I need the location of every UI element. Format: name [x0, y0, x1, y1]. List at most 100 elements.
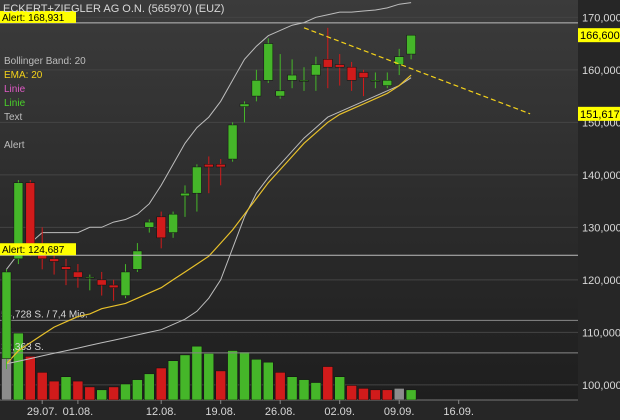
alert-label: Alert: 124,687 [2, 245, 65, 256]
volume-bar [60, 376, 72, 400]
alert-label-bg [0, 243, 76, 256]
volume-bar [25, 356, 36, 400]
volume-bar [334, 376, 345, 400]
price-label: 151,617 [580, 109, 620, 121]
legend-item: Text [4, 112, 23, 123]
candle [358, 69, 369, 97]
volume-bar [96, 389, 107, 400]
candle [168, 211, 178, 238]
volume-bar [405, 389, 417, 400]
candle [239, 101, 250, 123]
candle [96, 271, 107, 296]
candle [132, 243, 143, 272]
x-tick-label: 09.09. [384, 406, 415, 418]
candle-body [168, 213, 178, 233]
candle [334, 54, 345, 86]
price-label: 166,600 [580, 30, 620, 42]
candle [299, 67, 309, 91]
candle-body [311, 64, 321, 76]
candle-body [334, 64, 345, 68]
volume-bar [239, 351, 250, 400]
candle [346, 61, 357, 91]
y-tick-label: 130,000 [582, 222, 620, 234]
x-axis: 29.07. 01.08. 12.08. 19.08. 26.08. 02.09. 09.0… [27, 400, 474, 418]
x-tick-label: 02.09. [324, 406, 355, 418]
candle-body [204, 164, 214, 168]
volume-bar [144, 373, 155, 400]
price-labels: 166,600 151,617 [578, 28, 620, 121]
x-tick-label: 19.08. [205, 406, 236, 418]
volume-bar [203, 353, 215, 400]
candle-body [96, 279, 107, 286]
candle [406, 34, 416, 60]
plot-area [0, 0, 578, 400]
candle [394, 48, 404, 76]
volume-bar [120, 383, 131, 400]
volume-bar [36, 372, 48, 400]
volume-bar [382, 389, 393, 400]
candle-body [239, 103, 250, 107]
candle-body [227, 124, 238, 160]
candle [156, 211, 166, 249]
candle-body [263, 43, 274, 81]
candle-body [358, 72, 369, 78]
candle-body [406, 34, 416, 55]
candle-body [180, 192, 190, 197]
bollinger-lower-line [6, 77, 412, 365]
candles [1, 27, 416, 370]
candle-body [1, 271, 12, 359]
bollinger-upper-line [6, 2, 412, 270]
volume-bar [322, 366, 334, 400]
candle-body [85, 276, 95, 279]
volume-bar [13, 332, 24, 400]
candle-body [251, 80, 262, 97]
candle-body [215, 164, 226, 168]
candle-body [156, 216, 166, 239]
candle [192, 164, 202, 212]
chart-title: ECKERT+ZIEGLER AG O.N. (565970) (EUZ) [3, 3, 224, 15]
candle [108, 279, 119, 301]
candle [204, 156, 214, 194]
y-tick-label: 100,000 [582, 380, 620, 392]
legend: Bollinger Band: 20 EMA: 20 Linie Linie Text A… [4, 56, 86, 151]
legend-item: Alert [4, 140, 25, 151]
candle-body [73, 271, 83, 278]
y-tick-label: 170,000 [582, 12, 620, 24]
volume-level-label: 54,728 S. / 7,4 Mio. [1, 309, 88, 320]
volume-bar [215, 370, 226, 400]
volume-bar [393, 388, 405, 400]
volume-bar [72, 380, 84, 400]
x-tick-label: 29.07. [27, 406, 58, 418]
alert-label: Alert: 168,931 [2, 13, 65, 24]
candle [323, 27, 333, 89]
indicator-lines [6, 2, 412, 365]
candle-body [346, 66, 357, 81]
volume-bar [191, 345, 203, 400]
y-tick-label: 120,000 [582, 275, 620, 287]
candle-body [144, 221, 155, 228]
volume-bar [167, 360, 179, 400]
candle [61, 258, 71, 286]
candle [382, 72, 393, 89]
candle [120, 264, 131, 299]
volume-bar [179, 354, 191, 400]
legend-item: Linie [4, 84, 26, 95]
price-label-bg [578, 106, 620, 121]
candle [251, 69, 262, 102]
candle-body [287, 74, 297, 81]
volume-bar [108, 386, 119, 400]
candle [85, 274, 95, 291]
candle [227, 122, 238, 162]
volume-bar [48, 380, 60, 400]
y-tick-label: 110,000 [582, 327, 620, 339]
candle [215, 159, 226, 186]
legend-item: Linie [4, 98, 26, 109]
volume-bar [84, 386, 96, 400]
price-label-bg [578, 28, 620, 43]
candle [1, 269, 12, 370]
volume-bar [346, 385, 357, 400]
volume-bar [286, 376, 298, 400]
x-tick-label: 26.08. [265, 406, 296, 418]
y-tick-label: 160,000 [582, 65, 620, 77]
candle-body [382, 80, 393, 86]
